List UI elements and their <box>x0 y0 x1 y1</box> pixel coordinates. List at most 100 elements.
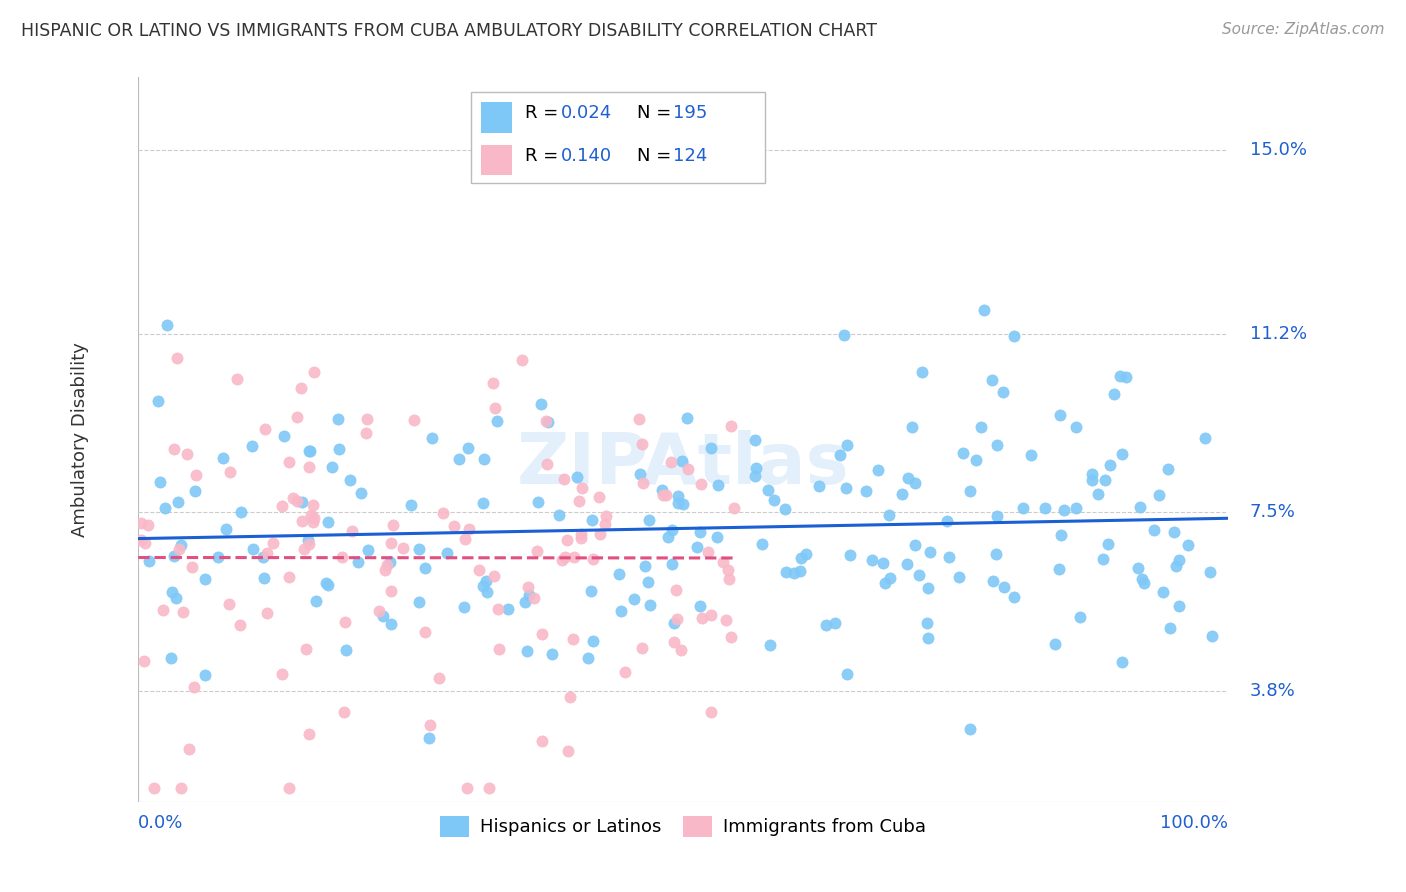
Point <box>146 394 169 409</box>
Point <box>167 542 190 557</box>
Point <box>356 542 378 557</box>
Point <box>664 615 686 630</box>
Point <box>568 494 591 508</box>
Point <box>711 555 734 569</box>
Point <box>1069 610 1091 624</box>
Point <box>981 373 1004 387</box>
Point <box>959 484 981 499</box>
Point <box>447 452 470 467</box>
Point <box>707 478 730 492</box>
Point <box>510 353 533 368</box>
Point <box>298 460 321 475</box>
Point <box>527 494 550 508</box>
Point <box>347 556 370 570</box>
Point <box>911 365 934 379</box>
Point <box>166 351 188 366</box>
Point <box>304 366 326 380</box>
Point <box>986 438 1008 452</box>
Point <box>315 576 337 591</box>
Point <box>671 454 693 468</box>
Text: R =: R = <box>524 147 564 165</box>
Point <box>134 654 156 668</box>
Point <box>904 475 927 490</box>
Point <box>655 488 678 502</box>
Point <box>242 541 264 556</box>
Point <box>316 578 339 592</box>
Point <box>659 455 682 469</box>
Point <box>443 519 465 533</box>
Point <box>689 524 711 539</box>
Point <box>350 486 373 500</box>
Point <box>720 630 742 644</box>
Point <box>305 594 328 608</box>
Text: N =: N = <box>637 103 678 122</box>
Point <box>917 631 939 645</box>
Point <box>330 549 353 564</box>
Point <box>696 545 718 559</box>
Point <box>138 518 160 533</box>
Point <box>1021 448 1043 462</box>
Point <box>170 780 193 795</box>
Point <box>1163 524 1185 539</box>
Point <box>380 617 402 632</box>
Point <box>1147 488 1170 502</box>
Text: 195: 195 <box>673 103 707 122</box>
Point <box>794 547 817 561</box>
Point <box>1053 502 1076 516</box>
Point <box>530 626 553 640</box>
Text: 11.2%: 11.2% <box>1250 325 1306 343</box>
Point <box>516 644 538 658</box>
Point <box>623 591 645 606</box>
Point <box>419 718 441 732</box>
Point <box>163 549 186 564</box>
Point <box>332 706 354 720</box>
Point <box>571 481 593 495</box>
Point <box>581 584 603 599</box>
Point <box>1115 370 1137 384</box>
Point <box>920 545 942 559</box>
Point <box>1094 473 1116 487</box>
Point <box>256 545 278 559</box>
Point <box>278 780 301 795</box>
Point <box>1168 599 1191 614</box>
Point <box>690 611 713 625</box>
Point <box>143 780 166 795</box>
Point <box>523 591 546 605</box>
Point <box>553 472 575 486</box>
Point <box>1129 500 1152 514</box>
Point <box>588 526 610 541</box>
Point <box>1087 486 1109 500</box>
Point <box>194 668 217 682</box>
Point <box>488 641 510 656</box>
Point <box>285 493 308 508</box>
Point <box>983 574 1005 589</box>
Point <box>661 557 683 571</box>
Point <box>517 588 540 602</box>
Point <box>418 731 440 746</box>
Point <box>807 479 830 493</box>
Point <box>561 632 583 646</box>
Point <box>984 547 1007 561</box>
FancyBboxPatch shape <box>481 103 512 133</box>
Point <box>1111 447 1133 461</box>
Point <box>744 469 766 483</box>
Point <box>665 583 688 598</box>
Point <box>302 510 325 524</box>
Point <box>478 780 501 795</box>
Point <box>162 585 184 599</box>
Point <box>475 574 498 588</box>
Point <box>720 418 742 433</box>
Point <box>299 508 322 522</box>
Text: 15.0%: 15.0% <box>1250 141 1306 159</box>
Point <box>513 595 536 609</box>
Point <box>1128 561 1150 575</box>
Point <box>569 526 592 541</box>
Point <box>970 420 993 434</box>
Point <box>484 401 506 416</box>
Point <box>354 425 377 440</box>
Point <box>637 574 659 589</box>
Point <box>1157 462 1180 476</box>
Point <box>429 671 451 685</box>
Point <box>610 604 633 618</box>
Point <box>482 569 505 583</box>
